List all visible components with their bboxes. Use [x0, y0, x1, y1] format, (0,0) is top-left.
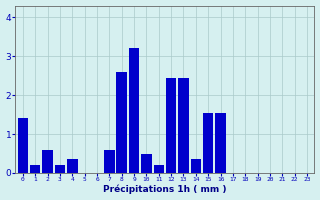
Bar: [166, 78, 176, 173]
Bar: [30, 165, 41, 173]
Bar: [104, 150, 115, 173]
Bar: [191, 159, 201, 173]
Bar: [42, 150, 53, 173]
Bar: [154, 165, 164, 173]
Bar: [141, 154, 152, 173]
Bar: [67, 159, 77, 173]
Bar: [178, 78, 189, 173]
X-axis label: Précipitations 1h ( mm ): Précipitations 1h ( mm ): [103, 185, 227, 194]
Bar: [129, 48, 139, 173]
Bar: [116, 72, 127, 173]
Bar: [215, 113, 226, 173]
Bar: [203, 113, 213, 173]
Bar: [18, 118, 28, 173]
Bar: [55, 165, 65, 173]
